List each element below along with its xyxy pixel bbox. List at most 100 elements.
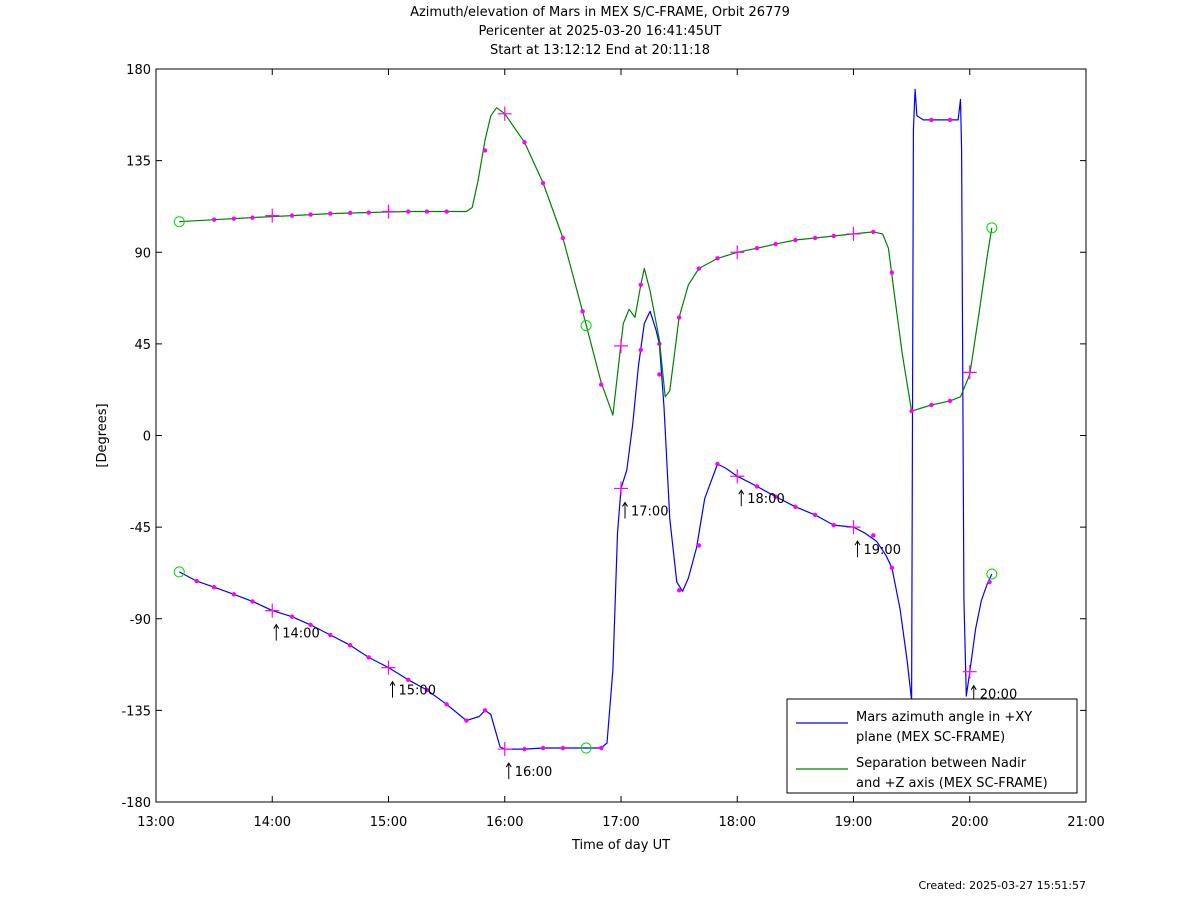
data-point: [424, 209, 430, 214]
series-layer: [173, 88, 998, 757]
data-point: [289, 213, 295, 218]
data-point: [696, 543, 702, 548]
y-tick-label: 45: [134, 338, 151, 353]
data-point: [676, 588, 682, 593]
data-point: [812, 235, 818, 241]
series-line: [178, 88, 993, 750]
y-tick-label: -135: [121, 704, 151, 719]
hour-marker: [497, 106, 512, 121]
data-point: [347, 643, 353, 648]
hour-marker: [381, 660, 396, 675]
data-point: [347, 210, 353, 216]
y-tick-label: 0: [143, 430, 151, 445]
data-point: [540, 745, 546, 751]
annotation-label: 17:00: [631, 504, 668, 519]
data-point: [715, 256, 720, 261]
endpoint-circle: [580, 320, 592, 332]
annotation-label: 18:00: [747, 492, 784, 507]
hour-marker: [614, 481, 628, 496]
data-point: [871, 533, 876, 538]
data-point: [929, 117, 934, 123]
data-point: [889, 270, 895, 275]
x-tick-label: 20:00: [951, 815, 988, 830]
hour-marker: [846, 226, 861, 241]
hour-marker: [730, 469, 745, 484]
x-axis: 13:00 14:00 15:00 16:00 17:00 18:00 19:00 20:00…: [137, 69, 1105, 830]
annotation-arrowhead: [273, 623, 280, 629]
data-point: [793, 237, 798, 243]
hour-marker: [614, 338, 628, 353]
data-point: [580, 309, 585, 314]
annotation-arrowhead: [970, 684, 977, 690]
legend-box: [786, 698, 1078, 794]
data-point: [929, 402, 934, 408]
data-point: [657, 372, 662, 377]
data-point: [406, 209, 411, 214]
data-point: [831, 522, 836, 528]
data-point: [676, 315, 682, 320]
hour-marker: [265, 603, 280, 618]
hour-marker: [497, 742, 512, 757]
annotation-arrowhead: [854, 540, 861, 546]
series-line: [179, 107, 993, 416]
y-tick-label: -90: [130, 613, 151, 628]
data-point: [638, 347, 643, 353]
data-point: [366, 210, 371, 215]
data-point: [909, 408, 914, 414]
legend-label: plane (MEX SC-FRAME): [856, 730, 1005, 745]
data-point: [889, 565, 895, 571]
data-point: [211, 217, 217, 222]
x-tick-label: 14:00: [254, 815, 291, 830]
endpoint-circle: [986, 222, 998, 234]
legend: Mars azimuth angle in +XY plane (MEX SC-F…: [786, 698, 1078, 794]
endpoint-circle: [986, 568, 998, 580]
y-tick-label: 90: [134, 246, 151, 261]
x-tick-label: 17:00: [602, 815, 639, 830]
annotation-arrowhead: [505, 762, 512, 768]
x-axis-label: Time of day UT: [571, 838, 670, 853]
data-point: [250, 599, 255, 604]
legend-label: Mars azimuth angle in +XY: [856, 710, 1032, 725]
data-point: [599, 382, 604, 387]
endpoint-circle: [580, 742, 592, 754]
title-line: Azimuth/elevation of Mars in MEX S/C-FRA…: [410, 5, 790, 20]
data-point: [638, 282, 643, 288]
data-point: [754, 245, 760, 251]
data-point: [211, 584, 217, 590]
legend-label: and +Z axis (MEX SC-FRAME): [856, 776, 1048, 791]
annotation-label: 16:00: [515, 765, 552, 780]
data-point: [560, 745, 566, 751]
data-point: [599, 745, 604, 751]
data-point: [444, 702, 449, 707]
created-timestamp: Created: 2025-03-27 15:51:57: [918, 879, 1086, 892]
title-line: Pericenter at 2025-03-20 16:41:45UT: [478, 24, 721, 39]
x-tick-label: 19:00: [835, 815, 872, 830]
x-tick-label: 21:00: [1067, 815, 1104, 830]
data-point: [231, 216, 237, 221]
data-point: [522, 746, 527, 752]
series-1: [179, 106, 993, 416]
data-point: [871, 229, 876, 235]
x-tick-label: 16:00: [486, 815, 523, 830]
hour-marker: [846, 520, 861, 535]
hour-marker: [962, 365, 977, 380]
data-point: [308, 622, 313, 628]
data-point: [773, 241, 778, 247]
y-axis-label: [Degrees]: [95, 403, 110, 467]
data-point: [406, 677, 411, 683]
data-point: [947, 398, 953, 404]
data-point: [715, 461, 720, 467]
y-axis: 180 135 90 45 0 -45 -90 -135 -180: [121, 63, 1086, 811]
data-point: [522, 140, 527, 145]
x-tick-label: 13:00: [137, 815, 174, 830]
plot-frame: [155, 68, 1087, 803]
hour-marker: [265, 208, 280, 223]
data-point: [987, 579, 992, 585]
data-point: [328, 632, 333, 638]
hour-marker: [381, 204, 396, 219]
annotation-label: 15:00: [399, 684, 436, 699]
data-point: [793, 504, 798, 509]
data-point: [947, 117, 953, 123]
annotation-arrowhead: [738, 489, 745, 495]
